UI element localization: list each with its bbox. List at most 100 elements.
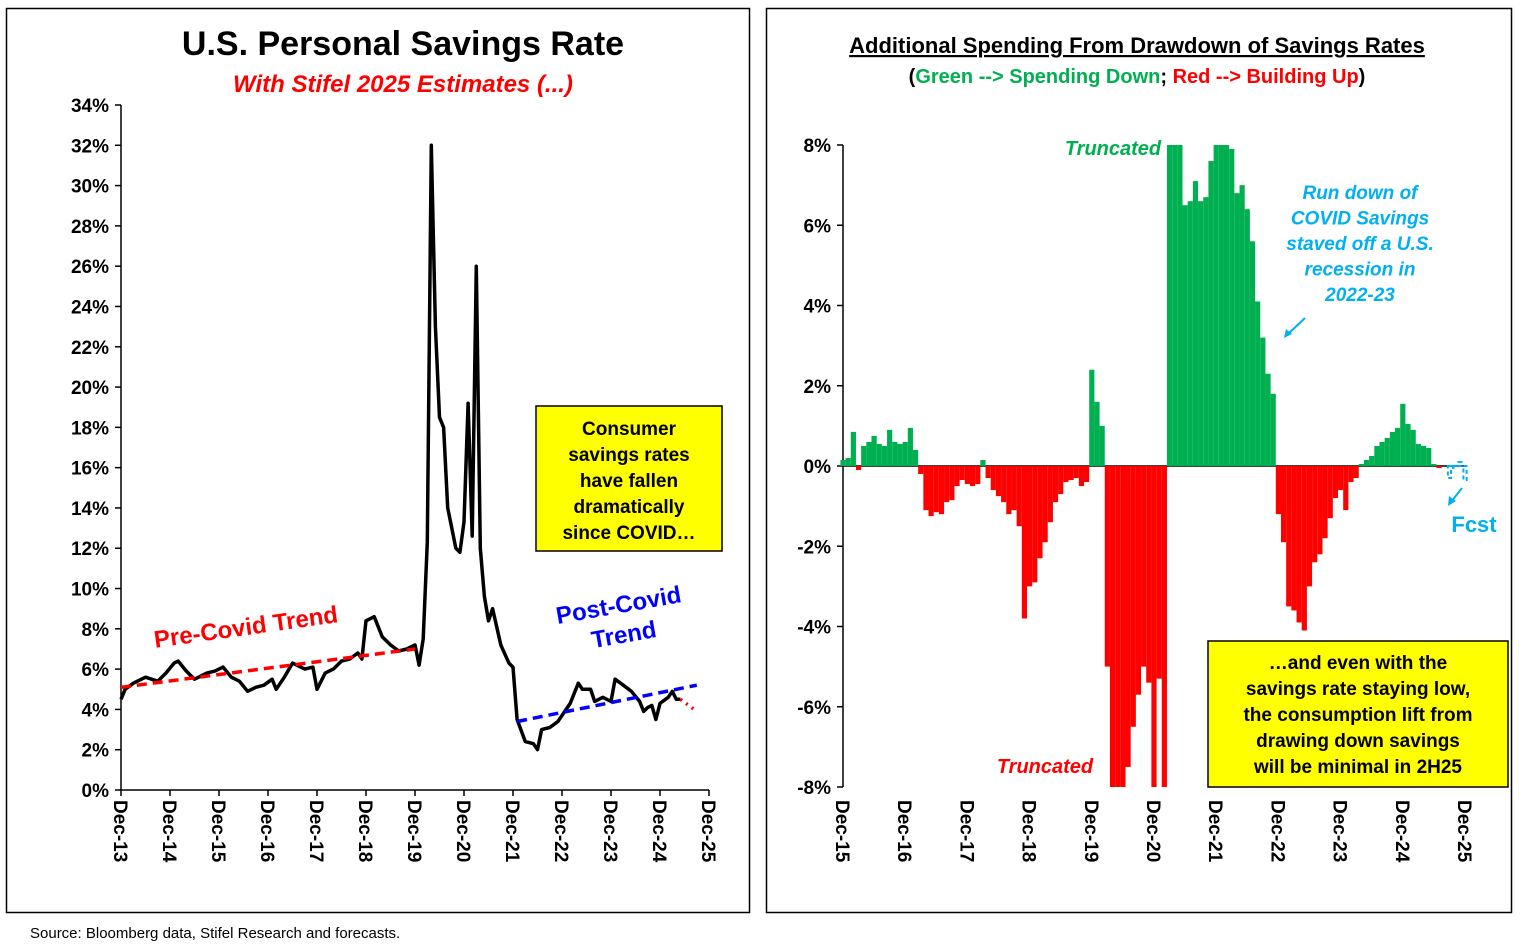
bar <box>1286 466 1292 607</box>
bar <box>850 431 856 466</box>
bar <box>1229 149 1235 466</box>
bar <box>1042 466 1048 543</box>
x-tick-label: Dec-15 <box>207 800 228 863</box>
bar <box>1068 466 1074 481</box>
arrow-head <box>1284 329 1292 338</box>
bar <box>1410 429 1416 466</box>
bar <box>866 441 872 466</box>
annotation-line: Run down of <box>1302 183 1419 204</box>
bar <box>1172 145 1178 466</box>
bar <box>1037 466 1043 559</box>
annotation: Truncated <box>997 756 1094 778</box>
subtitle-part: ( <box>909 66 916 88</box>
bar <box>1343 466 1349 511</box>
x-tick-label: Dec-22 <box>550 800 571 862</box>
x-tick-label: Dec-19 <box>1080 800 1101 862</box>
y-tick-label: -4% <box>797 618 831 639</box>
bar <box>969 466 976 487</box>
bar <box>1317 466 1323 555</box>
bar <box>1135 466 1142 695</box>
annotation: Fcst <box>1451 512 1497 537</box>
panel-border <box>5 7 751 914</box>
bar <box>1348 466 1354 483</box>
bar <box>1405 423 1411 466</box>
bar <box>1291 466 1297 611</box>
x-tick-label: Dec-21 <box>1204 800 1225 863</box>
y-tick-label: 4% <box>804 297 832 318</box>
bar <box>1265 373 1271 466</box>
series-line <box>516 683 698 724</box>
series-line <box>679 697 698 713</box>
bar <box>1141 466 1147 667</box>
y-tick-label: 16% <box>71 459 109 480</box>
bar <box>1198 201 1204 467</box>
bar <box>902 441 908 466</box>
y-tick-label: 18% <box>71 418 109 439</box>
y-tick-label: 28% <box>71 217 109 238</box>
subtitle-part: ) <box>1359 66 1366 88</box>
bar <box>1208 161 1214 467</box>
subtitle-part: Green --> Spending Down <box>915 66 1160 88</box>
y-tick-label: 34% <box>71 96 109 117</box>
series-line <box>120 647 416 690</box>
y-tick-label: 8% <box>804 136 832 157</box>
annotation-line: dramatically <box>574 497 685 518</box>
bar <box>1338 466 1344 491</box>
bar <box>1275 466 1281 515</box>
annotation-box <box>535 405 723 552</box>
annotation: Pre-Covid Trend <box>152 601 339 654</box>
bar <box>1078 466 1085 487</box>
bar <box>1431 463 1437 466</box>
annotation-line: savings rates <box>568 445 689 466</box>
annotation-box <box>1207 640 1509 788</box>
bar <box>1395 427 1401 466</box>
bar <box>1426 447 1432 466</box>
bar <box>1415 443 1421 466</box>
y-tick-label: 0% <box>82 781 110 802</box>
x-tick-label: Dec-17 <box>955 800 976 862</box>
x-tick-label: Dec-13 <box>109 800 130 862</box>
bar <box>881 445 888 466</box>
arrow <box>1286 317 1306 336</box>
bar <box>954 466 960 487</box>
x-tick-label: Dec-20 <box>1142 800 1163 862</box>
bar <box>1177 145 1183 466</box>
source-note: Source: Bloomberg data, Stifel Research … <box>30 925 400 942</box>
bar <box>1161 466 1167 787</box>
bar <box>1073 466 1079 479</box>
chart-title: Additional Spending From Drawdown of Sav… <box>849 33 1425 58</box>
bar <box>975 466 981 485</box>
x-tick-label: Dec-24 <box>648 800 669 863</box>
x-tick-label: Dec-16 <box>893 800 914 862</box>
bar <box>1011 466 1017 511</box>
bar <box>876 443 882 466</box>
bar <box>1223 145 1230 466</box>
bar <box>1115 466 1121 787</box>
bar <box>1052 466 1059 503</box>
bar <box>1312 466 1318 563</box>
y-tick-label: 24% <box>71 297 109 318</box>
annotation: Truncated <box>1065 138 1162 160</box>
bar <box>1063 466 1069 483</box>
bar <box>1332 466 1339 499</box>
bar <box>1260 337 1266 466</box>
bar <box>897 443 903 466</box>
bar <box>871 435 877 466</box>
annotation-line: …and even with the <box>1269 653 1447 674</box>
bar <box>1255 301 1261 466</box>
bar <box>1457 460 1463 467</box>
bar <box>1016 466 1022 527</box>
x-tick-label: Dec-22 <box>1266 800 1287 862</box>
chart-subtitle: With Stifel 2025 Estimates (...) <box>233 71 573 98</box>
bar <box>923 466 929 511</box>
bar <box>938 466 945 515</box>
bar <box>1187 201 1193 467</box>
y-tick-label: 6% <box>82 660 110 681</box>
bar <box>1389 431 1396 466</box>
bar <box>1104 466 1110 667</box>
annotation-line: the consumption lift from <box>1243 705 1472 726</box>
bar <box>985 466 991 479</box>
annotation-line: staved off a U.S. <box>1286 234 1433 255</box>
y-tick-label: -6% <box>797 698 831 719</box>
bar <box>1213 145 1219 466</box>
